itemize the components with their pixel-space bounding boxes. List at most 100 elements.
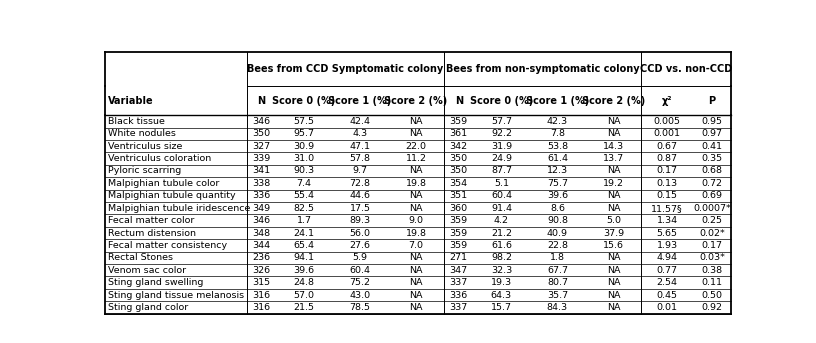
Text: 344: 344 (252, 241, 270, 250)
Text: 0.0007*: 0.0007* (694, 204, 731, 213)
Text: 9.7: 9.7 (353, 166, 367, 176)
Text: 0.17: 0.17 (657, 166, 677, 176)
Text: 91.4: 91.4 (491, 204, 512, 213)
Text: 24.9: 24.9 (491, 154, 512, 163)
Text: 43.0: 43.0 (349, 291, 370, 299)
Text: 32.3: 32.3 (490, 266, 512, 275)
Text: NA: NA (606, 204, 620, 213)
Text: Malpighian tubule color: Malpighian tubule color (109, 179, 220, 188)
Text: 236: 236 (252, 253, 270, 262)
Text: 350: 350 (252, 129, 270, 138)
Text: 14.3: 14.3 (603, 142, 624, 151)
Text: 82.5: 82.5 (294, 204, 314, 213)
Text: 61.4: 61.4 (547, 154, 568, 163)
Text: 0.15: 0.15 (657, 191, 677, 200)
Text: 7.8: 7.8 (550, 129, 565, 138)
Text: 0.17: 0.17 (702, 241, 723, 250)
Text: 90.3: 90.3 (294, 166, 315, 176)
Text: 24.8: 24.8 (294, 278, 314, 287)
Text: 65.4: 65.4 (294, 241, 314, 250)
Text: 42.4: 42.4 (349, 117, 370, 126)
Text: 271: 271 (450, 253, 468, 262)
Text: P: P (708, 96, 716, 106)
Text: 98.2: 98.2 (491, 253, 512, 262)
Text: Ventriculus coloration: Ventriculus coloration (109, 154, 211, 163)
Text: 80.7: 80.7 (547, 278, 568, 287)
Text: 350: 350 (450, 154, 468, 163)
Text: 27.6: 27.6 (349, 241, 370, 250)
Text: 94.1: 94.1 (294, 253, 314, 262)
Text: 5.1: 5.1 (494, 179, 509, 188)
Text: 21.2: 21.2 (491, 228, 512, 238)
Text: 0.11: 0.11 (702, 278, 723, 287)
Text: 0.72: 0.72 (702, 179, 723, 188)
Text: 0.02*: 0.02* (699, 228, 725, 238)
Text: 0.45: 0.45 (657, 291, 677, 299)
Text: Rectum distension: Rectum distension (109, 228, 197, 238)
Text: 0.77: 0.77 (657, 266, 677, 275)
Text: 84.3: 84.3 (547, 303, 568, 312)
Text: 350: 350 (450, 166, 468, 176)
Text: 12.3: 12.3 (547, 166, 568, 176)
Text: 4.3: 4.3 (353, 129, 367, 138)
Text: 89.3: 89.3 (349, 216, 370, 225)
Text: 342: 342 (450, 142, 468, 151)
Text: NA: NA (606, 129, 620, 138)
Text: 31.9: 31.9 (491, 142, 512, 151)
Text: 5.65: 5.65 (657, 228, 677, 238)
Text: Score 1 (%): Score 1 (%) (328, 96, 392, 106)
Text: 339: 339 (252, 154, 270, 163)
Text: 316: 316 (252, 303, 270, 312)
Text: 67.7: 67.7 (547, 266, 568, 275)
Text: Score 0 (%): Score 0 (%) (273, 96, 335, 106)
Text: 359: 359 (450, 241, 468, 250)
Text: 327: 327 (252, 142, 270, 151)
Text: 78.5: 78.5 (349, 303, 370, 312)
Text: 361: 361 (450, 129, 468, 138)
Text: NA: NA (410, 191, 423, 200)
Text: 0.005: 0.005 (654, 117, 681, 126)
Text: 2.54: 2.54 (657, 278, 677, 287)
Text: 1.8: 1.8 (550, 253, 565, 262)
Text: 57.7: 57.7 (491, 117, 512, 126)
Text: Variable: Variable (109, 96, 154, 106)
Text: Score 2 (%): Score 2 (%) (384, 96, 448, 106)
Text: 0.97: 0.97 (702, 129, 723, 138)
Text: 60.4: 60.4 (349, 266, 370, 275)
Text: 57.8: 57.8 (349, 154, 370, 163)
Text: 11.2: 11.2 (406, 154, 427, 163)
Text: 341: 341 (252, 166, 270, 176)
Text: 75.2: 75.2 (349, 278, 370, 287)
Text: 0.41: 0.41 (702, 142, 723, 151)
Text: 55.4: 55.4 (294, 191, 314, 200)
Text: 19.8: 19.8 (406, 179, 427, 188)
Text: 15.7: 15.7 (491, 303, 512, 312)
Text: 4.94: 4.94 (657, 253, 677, 262)
Text: 5.9: 5.9 (353, 253, 367, 262)
Text: 359: 359 (450, 117, 468, 126)
Text: 0.01: 0.01 (657, 303, 677, 312)
Text: 336: 336 (252, 191, 270, 200)
Text: 75.7: 75.7 (547, 179, 568, 188)
Text: NA: NA (410, 117, 423, 126)
Text: 21.5: 21.5 (294, 303, 314, 312)
Text: 22.0: 22.0 (406, 142, 427, 151)
Text: 19.2: 19.2 (603, 179, 624, 188)
Text: NA: NA (606, 303, 620, 312)
Text: 359: 359 (450, 228, 468, 238)
Text: 19.8: 19.8 (406, 228, 427, 238)
Text: 315: 315 (252, 278, 270, 287)
Text: NA: NA (606, 117, 620, 126)
Text: 354: 354 (450, 179, 468, 188)
Text: 7.4: 7.4 (296, 179, 312, 188)
Text: 17.5: 17.5 (349, 204, 370, 213)
Text: 57.0: 57.0 (294, 291, 314, 299)
Text: 0.67: 0.67 (657, 142, 677, 151)
Text: Venom sac color: Venom sac color (109, 266, 186, 275)
Text: 0.68: 0.68 (702, 166, 723, 176)
Text: Fecal matter consistency: Fecal matter consistency (109, 241, 228, 250)
Text: 0.38: 0.38 (702, 266, 723, 275)
Text: NA: NA (410, 129, 423, 138)
Text: Pyloric scarring: Pyloric scarring (109, 166, 182, 176)
Text: 39.6: 39.6 (547, 191, 568, 200)
